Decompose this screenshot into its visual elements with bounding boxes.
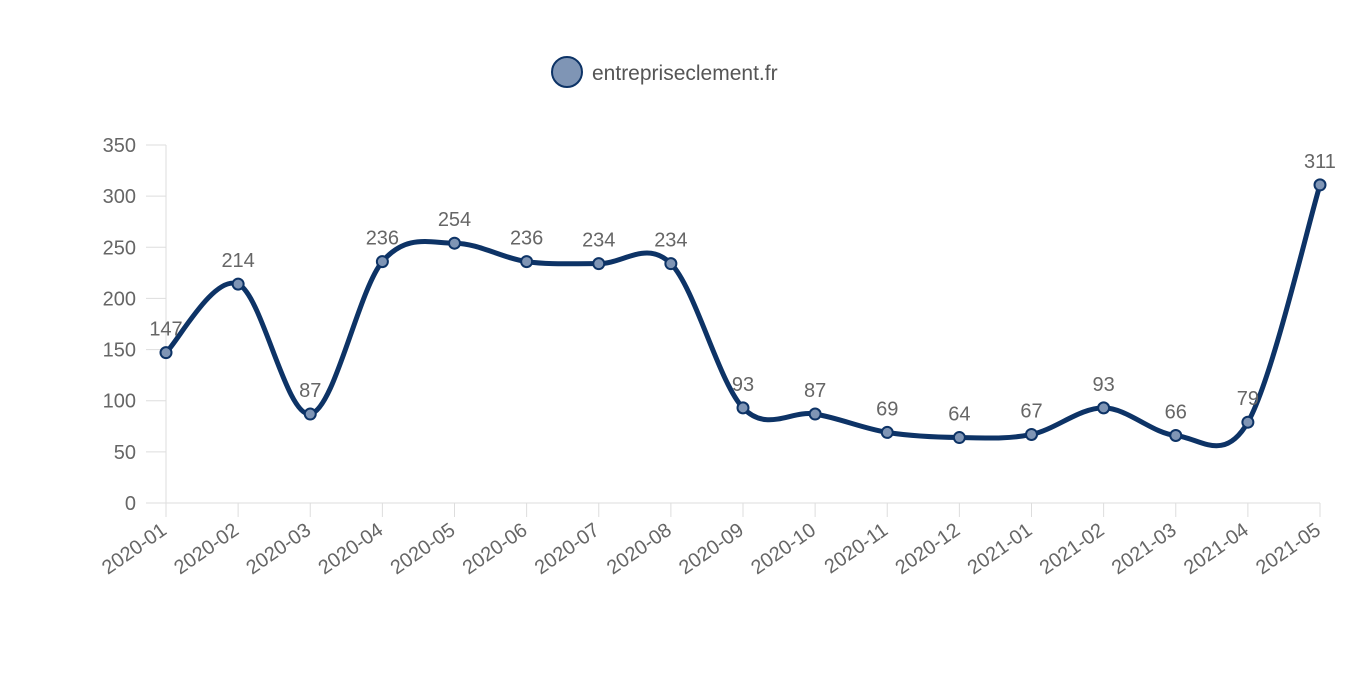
- x-tick-label: 2020-02: [170, 519, 243, 579]
- data-label: 254: [438, 209, 471, 231]
- data-label: 93: [1093, 374, 1115, 396]
- y-tick-label: 50: [114, 442, 136, 464]
- legend-marker-icon: [551, 56, 583, 88]
- x-tick-label: 2021-03: [1108, 519, 1181, 579]
- data-label: 87: [299, 380, 321, 402]
- data-point[interactable]: [664, 257, 678, 271]
- x-tick-label: 2020-04: [314, 519, 387, 579]
- series-line: [163, 182, 1323, 449]
- data-label: 79: [1237, 388, 1259, 410]
- x-tick-label: 2021-04: [1180, 519, 1253, 579]
- x-tick-label: 2020-08: [603, 519, 676, 579]
- x-tick-label: 2021-02: [1036, 519, 1109, 579]
- y-tick-label: 150: [103, 340, 136, 362]
- legend-label: entrepriseclement.fr: [592, 62, 778, 85]
- x-tick-label: 2021-05: [1252, 519, 1325, 579]
- data-point[interactable]: [1025, 427, 1038, 441]
- data-label: 234: [654, 230, 687, 252]
- x-tick-label: 2020-07: [531, 519, 604, 579]
- x-tick-label: 2020-11: [821, 519, 893, 578]
- data-markers: [159, 178, 1327, 445]
- legend[interactable]: entrepriseclement.fr: [551, 56, 778, 88]
- y-axis: 0 50 100 150 200 250 300 350: [103, 135, 167, 515]
- x-tick-label: 2020-09: [675, 519, 748, 579]
- data-point[interactable]: [736, 401, 750, 415]
- data-point[interactable]: [159, 346, 173, 360]
- y-tick-label: 0: [125, 493, 136, 515]
- data-point[interactable]: [520, 255, 534, 269]
- data-point[interactable]: [1097, 401, 1111, 415]
- data-label: 66: [1165, 401, 1187, 423]
- data-point[interactable]: [448, 236, 461, 250]
- y-tick-label: 300: [103, 186, 136, 208]
- data-label: 67: [1020, 400, 1042, 422]
- data-point[interactable]: [592, 257, 606, 271]
- y-tick-label: 100: [103, 391, 136, 413]
- data-label: 236: [510, 228, 543, 250]
- data-point[interactable]: [1313, 178, 1327, 192]
- data-point[interactable]: [952, 431, 966, 445]
- data-label: 311: [1304, 151, 1336, 173]
- data-point[interactable]: [303, 407, 317, 421]
- y-tick-label: 200: [103, 288, 136, 310]
- x-tick-label: 2020-05: [387, 519, 460, 579]
- data-label: 214: [221, 250, 254, 272]
- x-tick-label: 2020-12: [891, 519, 964, 579]
- data-point[interactable]: [1169, 428, 1183, 442]
- data-label: 234: [582, 230, 615, 252]
- data-label: 69: [876, 398, 898, 420]
- data-label: 93: [732, 374, 754, 396]
- x-axis: 2020-01 2020-02 2020-03 2020-04 2020-05 2020-…: [98, 502, 1325, 579]
- data-point[interactable]: [1241, 415, 1255, 429]
- data-label: 147: [149, 319, 182, 341]
- x-tick-label: 2021-01: [964, 519, 1037, 579]
- y-tick-label: 350: [103, 135, 136, 157]
- data-point[interactable]: [375, 255, 389, 269]
- data-label: 87: [804, 380, 826, 402]
- data-labels: 147 214 87 236 254 236 234 234 93 87 69 64 67 93 66 79 3…: [149, 151, 1336, 426]
- y-tick-label: 250: [103, 237, 136, 259]
- x-tick-label: 2020-10: [747, 519, 820, 579]
- data-label: 64: [948, 404, 970, 426]
- x-tick-label: 2020-03: [242, 519, 315, 579]
- data-point[interactable]: [808, 407, 822, 421]
- data-label: 236: [366, 228, 399, 250]
- x-tick-label: 2020-01: [98, 519, 171, 579]
- data-point[interactable]: [231, 277, 245, 291]
- data-point[interactable]: [880, 425, 894, 439]
- x-tick-label: 2020-06: [459, 519, 532, 579]
